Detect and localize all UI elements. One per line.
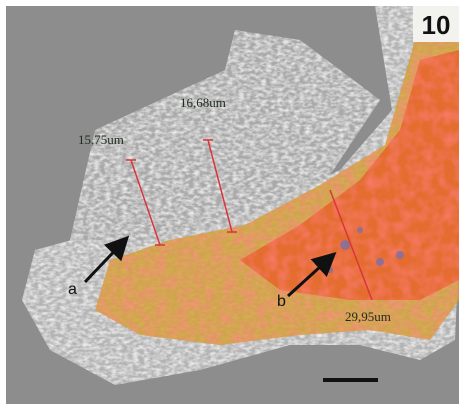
panel-label: 10 [422, 10, 451, 40]
micrograph: 10 15,75um 16,68um 29,95um a b [0, 0, 465, 410]
marker-label: b [277, 293, 286, 310]
scale-bar [323, 378, 378, 382]
measurement-label: 16,68um [180, 95, 226, 110]
measurement-label: 15,75um [78, 132, 124, 147]
measurement-label: 29,95um [345, 309, 391, 324]
page: 10 15,75um 16,68um 29,95um a b (() => { … [0, 0, 465, 410]
marker-label: a [68, 281, 77, 298]
